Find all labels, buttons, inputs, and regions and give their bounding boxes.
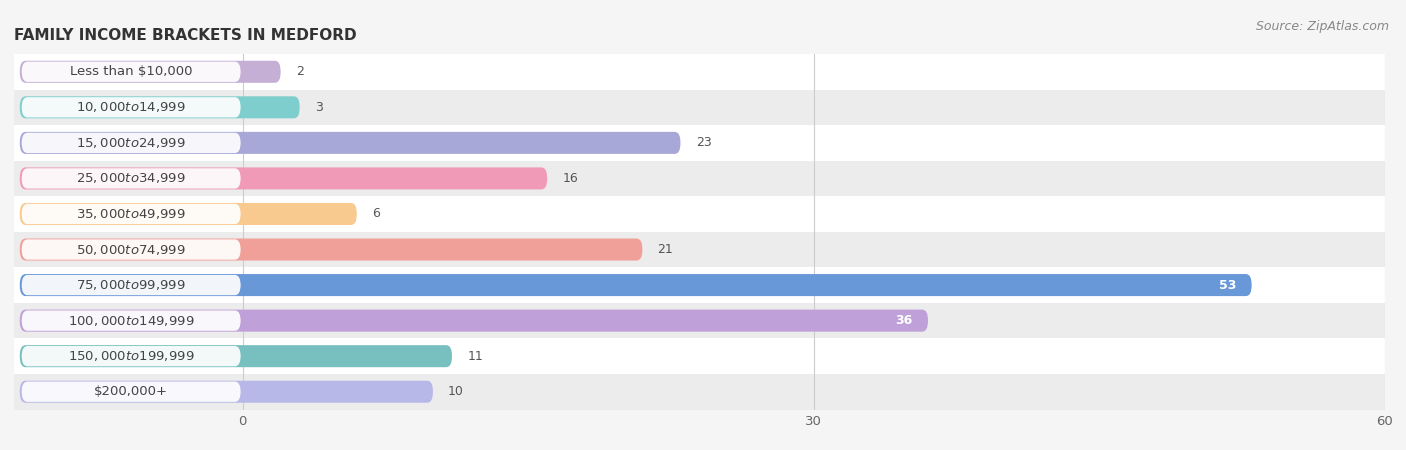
FancyBboxPatch shape: [21, 204, 240, 224]
Text: 3: 3: [315, 101, 323, 114]
FancyBboxPatch shape: [14, 125, 1385, 161]
Text: FAMILY INCOME BRACKETS IN MEDFORD: FAMILY INCOME BRACKETS IN MEDFORD: [14, 28, 357, 43]
FancyBboxPatch shape: [20, 167, 547, 189]
Text: $50,000 to $74,999: $50,000 to $74,999: [76, 243, 186, 256]
FancyBboxPatch shape: [20, 345, 451, 367]
FancyBboxPatch shape: [21, 310, 240, 331]
FancyBboxPatch shape: [20, 274, 1251, 296]
Text: 53: 53: [1219, 279, 1236, 292]
FancyBboxPatch shape: [21, 133, 240, 153]
FancyBboxPatch shape: [14, 54, 1385, 90]
Text: 10: 10: [449, 385, 464, 398]
Text: 21: 21: [658, 243, 673, 256]
FancyBboxPatch shape: [21, 168, 240, 189]
Text: $35,000 to $49,999: $35,000 to $49,999: [76, 207, 186, 221]
Text: $150,000 to $199,999: $150,000 to $199,999: [67, 349, 194, 363]
FancyBboxPatch shape: [21, 239, 240, 260]
FancyBboxPatch shape: [21, 62, 240, 82]
Text: 2: 2: [295, 65, 304, 78]
Text: $200,000+: $200,000+: [94, 385, 169, 398]
FancyBboxPatch shape: [14, 196, 1385, 232]
Text: 23: 23: [696, 136, 711, 149]
FancyBboxPatch shape: [14, 374, 1385, 410]
FancyBboxPatch shape: [21, 346, 240, 366]
FancyBboxPatch shape: [20, 203, 357, 225]
FancyBboxPatch shape: [14, 267, 1385, 303]
FancyBboxPatch shape: [20, 310, 928, 332]
Text: 16: 16: [562, 172, 578, 185]
FancyBboxPatch shape: [14, 303, 1385, 338]
Text: 36: 36: [896, 314, 912, 327]
FancyBboxPatch shape: [21, 97, 240, 117]
FancyBboxPatch shape: [20, 61, 281, 83]
Text: $75,000 to $99,999: $75,000 to $99,999: [76, 278, 186, 292]
Text: $100,000 to $149,999: $100,000 to $149,999: [67, 314, 194, 328]
FancyBboxPatch shape: [20, 381, 433, 403]
FancyBboxPatch shape: [14, 161, 1385, 196]
FancyBboxPatch shape: [21, 382, 240, 402]
FancyBboxPatch shape: [20, 238, 643, 261]
FancyBboxPatch shape: [20, 132, 681, 154]
Text: Less than $10,000: Less than $10,000: [70, 65, 193, 78]
FancyBboxPatch shape: [21, 275, 240, 295]
Text: $10,000 to $14,999: $10,000 to $14,999: [76, 100, 186, 114]
Text: 6: 6: [373, 207, 380, 220]
Text: $25,000 to $34,999: $25,000 to $34,999: [76, 171, 186, 185]
Text: 11: 11: [467, 350, 482, 363]
FancyBboxPatch shape: [14, 232, 1385, 267]
FancyBboxPatch shape: [14, 338, 1385, 374]
Text: $15,000 to $24,999: $15,000 to $24,999: [76, 136, 186, 150]
Text: Source: ZipAtlas.com: Source: ZipAtlas.com: [1256, 20, 1389, 33]
FancyBboxPatch shape: [20, 96, 299, 118]
FancyBboxPatch shape: [14, 90, 1385, 125]
